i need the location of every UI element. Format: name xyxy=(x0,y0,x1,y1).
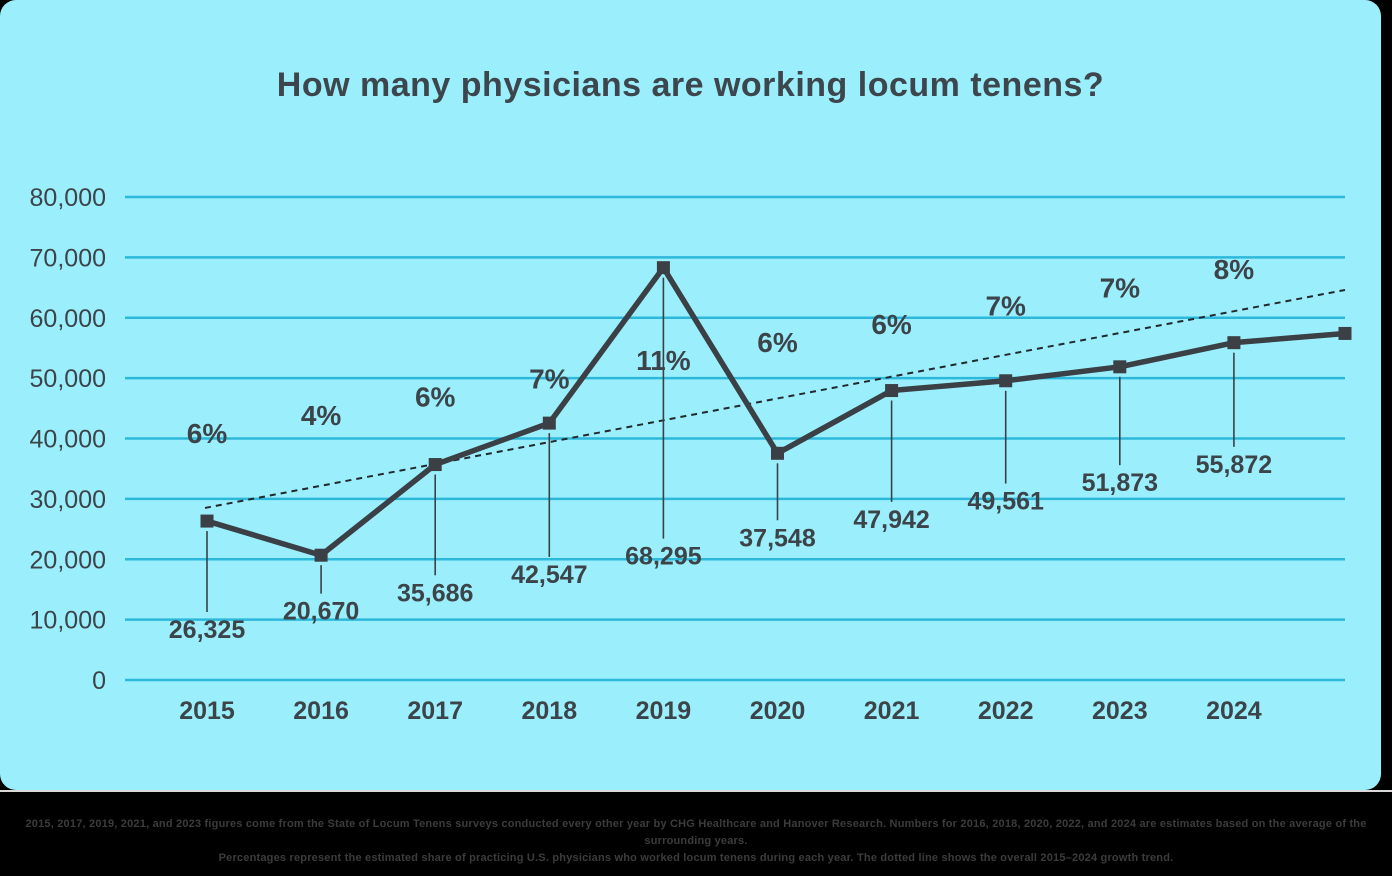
y-tick-label: 80,000 xyxy=(30,184,106,212)
year-label: 2015 xyxy=(179,697,235,725)
value-label: 51,873 xyxy=(1082,469,1158,497)
value-label: 26,325 xyxy=(169,616,246,644)
year-label: 2021 xyxy=(864,697,920,725)
year-label: 2024 xyxy=(1206,697,1262,725)
value-label: 20,670 xyxy=(283,598,359,626)
y-tick-label: 40,000 xyxy=(30,426,106,454)
data-point-marker xyxy=(314,548,328,562)
data-point-marker xyxy=(771,446,784,460)
locum-tenens-line-chart: 80,000 70,000 60,000 50,000 40,000 30,000 20,0… xyxy=(30,184,1352,725)
year-label: 2020 xyxy=(750,697,806,725)
value-label: 37,548 xyxy=(739,524,816,552)
year-label: 2018 xyxy=(521,697,577,725)
data-point-marker xyxy=(1338,326,1352,340)
data-point-marker xyxy=(1113,360,1127,374)
chart-title: How many physicians are working locum te… xyxy=(276,66,1105,104)
year-label: 2019 xyxy=(636,697,692,725)
value-label: 55,872 xyxy=(1196,451,1272,479)
chart-card: How many physicians are working locum te… xyxy=(0,0,1381,790)
y-tick-label: 0 xyxy=(92,667,106,695)
data-point-marker xyxy=(542,416,556,430)
y-tick-label: 60,000 xyxy=(30,305,106,333)
series-line xyxy=(204,264,1348,558)
year-label: 2023 xyxy=(1092,697,1148,725)
data-point-marker xyxy=(428,458,442,472)
pct-label: 7% xyxy=(1100,272,1141,303)
pct-label: 6% xyxy=(757,327,798,358)
footnote-line-1: 2015, 2017, 2019, 2021, and 2023 figures… xyxy=(25,818,1367,847)
value-label: 42,547 xyxy=(511,561,587,589)
y-tick-label: 50,000 xyxy=(30,365,106,393)
y-tick-label: 10,000 xyxy=(30,607,106,635)
pct-label: 6% xyxy=(871,309,912,340)
year-label: 2022 xyxy=(978,697,1034,725)
y-tick-label: 70,000 xyxy=(30,244,106,272)
source-footnote: 2015, 2017, 2019, 2021, and 2023 figures… xyxy=(0,790,1392,876)
pct-label: 8% xyxy=(1214,254,1255,285)
data-point-marker xyxy=(1227,336,1241,350)
trend-line xyxy=(204,288,1346,509)
y-tick-label: 30,000 xyxy=(30,486,106,514)
data-point-marker xyxy=(885,384,899,398)
value-label: 68,295 xyxy=(625,543,702,571)
pct-label: 11% xyxy=(636,345,691,376)
pct-label: 6% xyxy=(187,418,228,449)
year-label: 2017 xyxy=(407,697,463,725)
value-label: 47,942 xyxy=(853,506,929,534)
pct-label: 7% xyxy=(529,363,570,394)
pct-label: 4% xyxy=(301,400,342,431)
data-point-marker xyxy=(656,261,670,275)
value-label: 35,686 xyxy=(397,579,473,607)
data-point-marker xyxy=(999,374,1013,388)
pct-label: 6% xyxy=(415,382,456,413)
y-tick-label: 20,000 xyxy=(30,546,106,574)
year-label: 2016 xyxy=(293,697,349,725)
footnote-line-2: Percentages represent the estimated shar… xyxy=(218,852,1174,864)
data-point-marker xyxy=(200,514,214,528)
value-label: 49,561 xyxy=(967,488,1044,516)
pct-label: 7% xyxy=(985,291,1026,322)
